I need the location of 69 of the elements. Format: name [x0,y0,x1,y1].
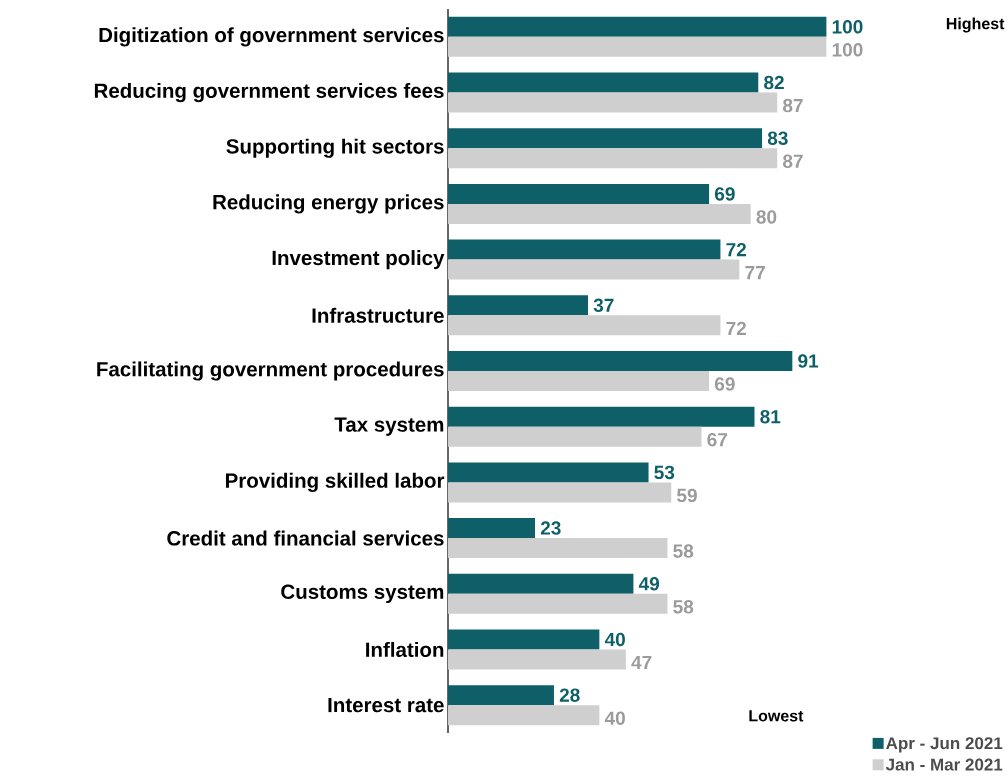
data-label: 72 [726,321,747,335]
data-label: 59 [677,488,697,503]
bar [448,573,634,594]
bar [448,183,710,204]
y-tick-label: Digitization of government services [99,27,444,47]
bar [448,629,600,650]
legend-label: Apr - Jun 2021 [886,737,1003,753]
y-tick-label: Inflation [366,641,444,657]
bar [448,148,778,169]
legend-label: Jan - Mar 2021 [885,758,1003,771]
bar [448,203,751,224]
y-tick-label: Reducing government services fees [94,82,444,103]
y-tick-label: Investment policy [272,250,445,270]
bar [448,128,763,149]
bar [448,482,672,503]
data-label: 37 [593,298,614,313]
bar [448,462,649,483]
bar [448,371,710,392]
y-tick-label: Customs system [281,584,444,604]
bar [448,259,740,280]
y-tick-label: Infrastructure [312,307,444,323]
bar [448,295,589,316]
data-label: 82 [764,75,784,90]
bar [448,315,721,336]
bar [448,351,793,372]
data-label: 80 [756,210,777,224]
data-label: 58 [673,600,694,614]
y-tick-label: Supporting hit sectors [226,138,444,158]
bar [448,705,600,726]
data-label: 72 [726,242,747,257]
data-label: 87 [782,154,803,168]
data-label: 77 [745,266,765,280]
y-tick-label: Interest rate [328,698,444,713]
data-label: 91 [798,354,819,368]
data-label: 83 [767,131,788,145]
bar [448,92,778,113]
data-label: 40 [604,632,625,647]
data-label: 23 [540,521,561,535]
data-label: 100 [832,43,863,57]
bar [448,426,702,447]
data-label: 47 [631,655,652,670]
bar [448,239,721,260]
data-label: 40 [604,711,625,725]
y-tick-label: Credit and financial services [167,530,444,546]
data-label: 58 [673,544,694,558]
data-label: 67 [707,432,728,447]
bar [448,406,755,427]
data-label: 81 [760,409,781,424]
bar [448,518,536,539]
y-tick-label: Reducing energy prices [213,194,444,214]
data-label: 69 [714,187,735,201]
data-label: 53 [654,465,675,480]
bar [448,72,759,93]
bar [448,538,668,559]
bar [448,16,827,37]
text: Highest [946,17,1005,33]
y-tick-label: Tax system [334,417,444,436]
y-tick-label: Facilitating government procedures [97,361,444,381]
data-label: 28 [559,688,580,702]
bar [448,593,668,614]
data-label: 100 [832,20,863,34]
bar [448,36,827,57]
data-label: 87 [782,98,803,113]
data-label: 69 [714,377,735,391]
y-tick-label: Providing skilled labor [225,472,445,492]
bar [448,649,626,670]
annotation: Lowest [749,710,804,722]
data-label: 49 [638,577,660,591]
bar [448,685,554,706]
